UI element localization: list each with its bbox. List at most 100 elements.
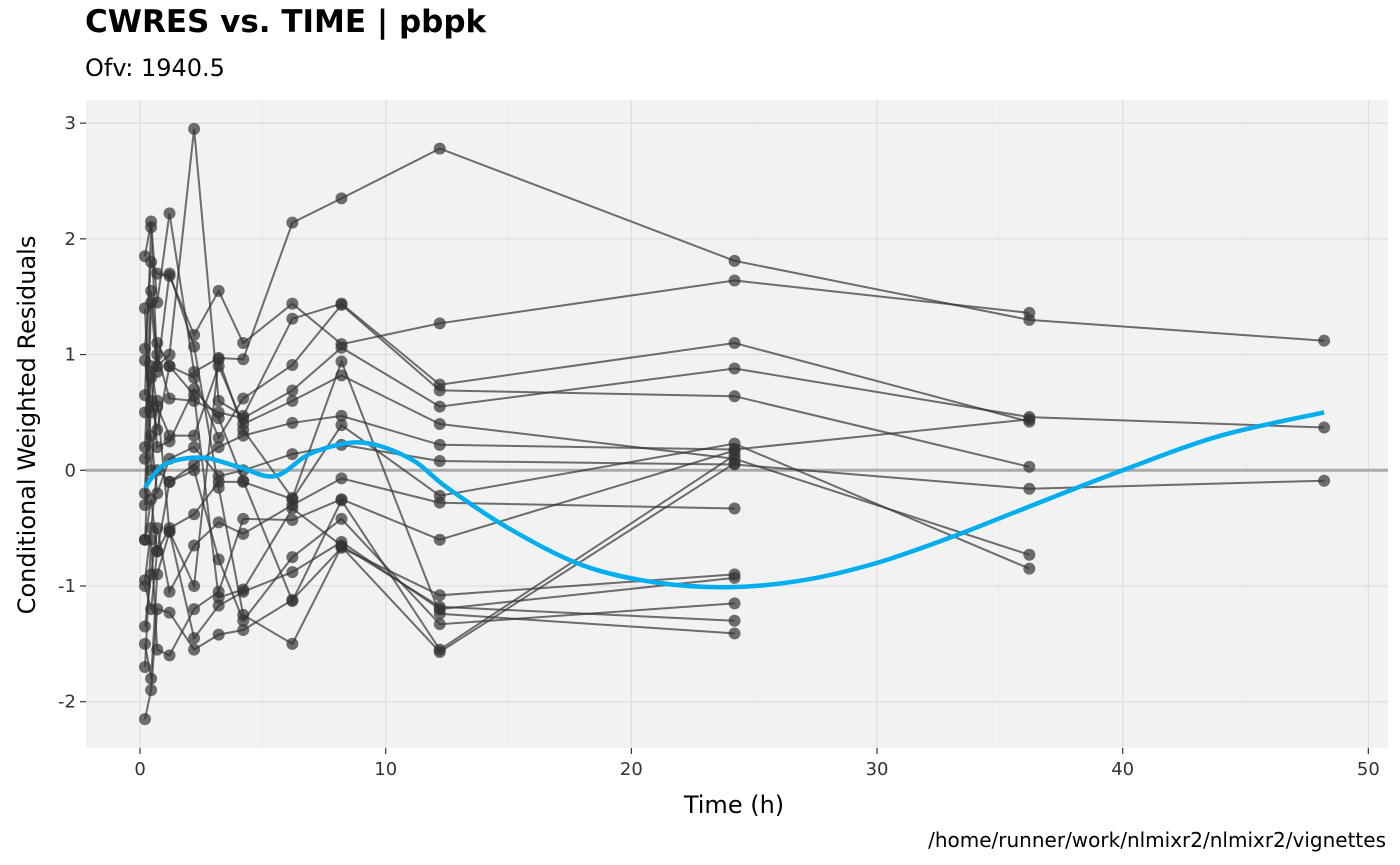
- data-point: [1023, 306, 1036, 319]
- chart-caption: /home/runner/work/nlmixr2/nlmixr2/vignet…: [928, 828, 1386, 852]
- data-point: [212, 431, 225, 444]
- y-tick-label: 1: [65, 345, 76, 366]
- data-point: [138, 342, 151, 355]
- chart-subtitle: Ofv: 1940.5: [85, 54, 225, 82]
- data-point: [145, 284, 158, 297]
- x-tick-label: 0: [134, 759, 145, 780]
- y-tick-label: -1: [58, 576, 76, 597]
- data-point: [237, 608, 250, 621]
- data-point: [433, 418, 446, 430]
- y-tick-label: 0: [65, 460, 76, 481]
- data-point: [335, 298, 348, 311]
- data-point: [163, 606, 176, 619]
- data-point: [433, 589, 446, 602]
- data-point: [151, 267, 164, 280]
- data-point: [433, 142, 446, 155]
- data-point: [335, 494, 348, 507]
- data-point: [151, 441, 164, 454]
- data-point: [1318, 421, 1331, 434]
- data-point: [433, 496, 446, 509]
- data-point: [212, 516, 225, 529]
- data-point: [163, 207, 176, 220]
- data-point: [163, 525, 176, 538]
- data-point: [286, 312, 299, 325]
- data-point: [237, 337, 250, 349]
- data-point: [433, 533, 446, 546]
- data-point: [145, 684, 158, 697]
- data-point: [188, 464, 201, 477]
- data-point: [286, 566, 299, 579]
- data-point: [188, 441, 201, 454]
- data-point: [728, 627, 741, 640]
- data-point: [1023, 482, 1036, 495]
- data-point: [1318, 334, 1331, 347]
- data-point: [188, 371, 201, 384]
- data-point: [212, 353, 225, 366]
- data-point: [1023, 562, 1036, 575]
- data-point: [138, 661, 151, 673]
- data-point: [286, 384, 299, 397]
- data-point: [151, 365, 164, 378]
- data-point: [1318, 474, 1331, 487]
- data-point: [1023, 413, 1036, 426]
- data-point: [335, 539, 348, 552]
- y-axis-label: Conditional Weighted Residuals: [13, 236, 41, 615]
- data-point: [1023, 460, 1036, 473]
- data-point: [188, 340, 201, 353]
- data-point: [212, 481, 225, 494]
- chart-title: CWRES vs. TIME | pbpk: [85, 4, 487, 40]
- data-point: [237, 423, 250, 436]
- data-point: [138, 487, 151, 500]
- data-point: [188, 389, 201, 402]
- data-point: [335, 512, 348, 525]
- data-point: [212, 412, 225, 425]
- smooth-trend-line: [143, 410, 1325, 590]
- data-point: [145, 406, 158, 419]
- data-point: [433, 317, 446, 330]
- data-point: [212, 591, 225, 604]
- data-point: [433, 400, 446, 413]
- data-point: [433, 384, 446, 397]
- data-point: [1023, 548, 1036, 561]
- data-point: [151, 545, 164, 558]
- data-point: [728, 457, 741, 470]
- data-point: [237, 474, 250, 487]
- data-point: [138, 452, 151, 465]
- x-axis-label: Time (h): [683, 791, 784, 819]
- data-point: [163, 475, 176, 488]
- data-point: [286, 416, 299, 429]
- data-point: [212, 628, 225, 641]
- x-tick-label: 10: [374, 759, 397, 780]
- x-tick-label: 50: [1357, 759, 1380, 780]
- data-point: [728, 502, 741, 515]
- data-point: [163, 585, 176, 598]
- data-point: [335, 341, 348, 354]
- data-point: [163, 348, 176, 361]
- data-point: [138, 354, 151, 367]
- data-point: [145, 429, 158, 442]
- data-point: [138, 637, 151, 650]
- data-point: [237, 623, 250, 636]
- data-point: [138, 302, 151, 315]
- data-point: [237, 512, 250, 525]
- data-point: [335, 192, 348, 205]
- data-point: [728, 254, 741, 267]
- data-point: [163, 360, 176, 373]
- y-tick-label: -2: [58, 692, 76, 713]
- data-point: [286, 492, 299, 505]
- data-point: [163, 649, 176, 662]
- data-point: [212, 441, 225, 454]
- smooth-group: [143, 410, 1325, 590]
- data-point: [163, 392, 176, 405]
- data-point: [188, 632, 201, 645]
- data-point: [163, 267, 176, 280]
- data-point: [151, 348, 164, 361]
- data-point: [145, 603, 158, 616]
- data-point: [145, 221, 158, 234]
- data-points: [138, 122, 1331, 726]
- data-point: [188, 603, 201, 616]
- data-point: [138, 441, 151, 454]
- data-point: [728, 274, 741, 287]
- data-point: [188, 508, 201, 521]
